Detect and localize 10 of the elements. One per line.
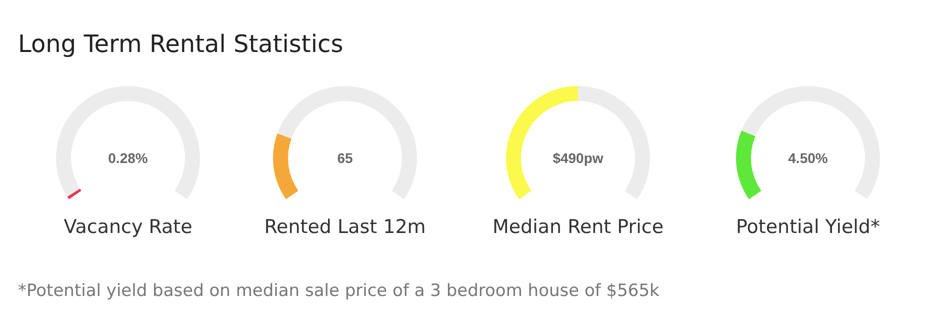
text: 65 (337, 150, 353, 166)
text: $490pw (552, 150, 604, 166)
text: Median Rent Price (492, 216, 664, 238)
chart-title: Long Term Rental Statistics (18, 30, 344, 58)
text: Vacancy Rate (64, 216, 192, 238)
text: Rented Last 12m (264, 216, 426, 238)
text: *Potential yield based on median sale price of a 3 bedroom house of $565k (18, 281, 660, 301)
text: Potential Yield* (736, 216, 880, 238)
text: 4.50% (788, 150, 828, 166)
text: 0.28% (108, 150, 148, 166)
